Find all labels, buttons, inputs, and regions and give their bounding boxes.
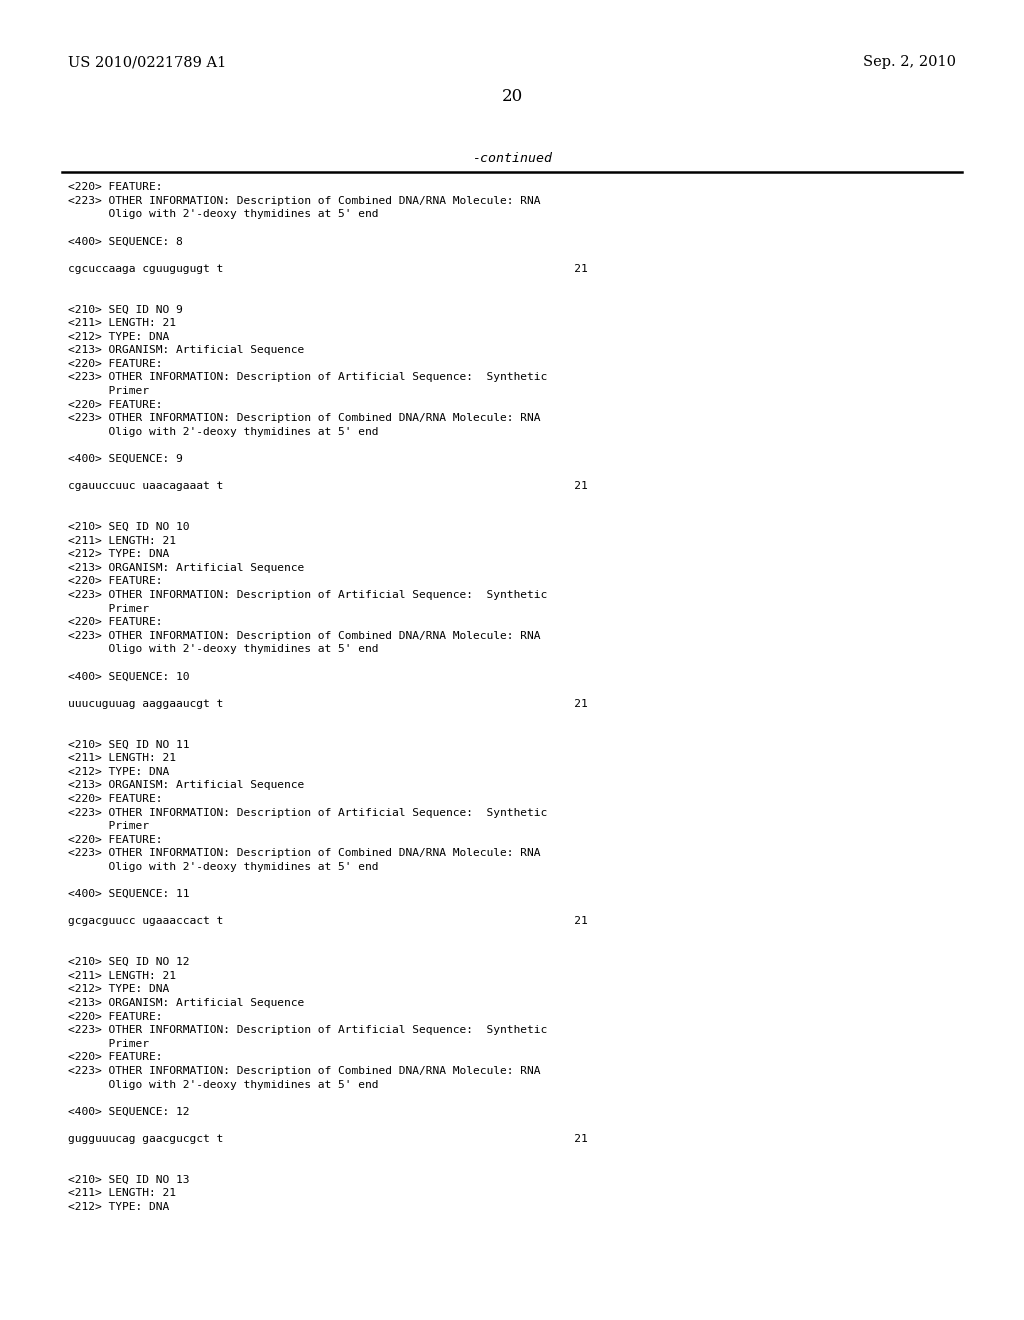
Text: <212> TYPE: DNA: <212> TYPE: DNA — [68, 985, 169, 994]
Text: <400> SEQUENCE: 11: <400> SEQUENCE: 11 — [68, 890, 189, 899]
Text: cgcuccaaga cguugugugt t                                                    21: cgcuccaaga cguugugugt t 21 — [68, 264, 588, 273]
Text: <211> LENGTH: 21: <211> LENGTH: 21 — [68, 536, 176, 545]
Text: <220> FEATURE:: <220> FEATURE: — [68, 795, 163, 804]
Text: <400> SEQUENCE: 10: <400> SEQUENCE: 10 — [68, 672, 189, 681]
Text: <223> OTHER INFORMATION: Description of Artificial Sequence:  Synthetic: <223> OTHER INFORMATION: Description of … — [68, 590, 547, 601]
Text: <220> FEATURE:: <220> FEATURE: — [68, 359, 163, 368]
Text: gcgacguucc ugaaaccact t                                                    21: gcgacguucc ugaaaccact t 21 — [68, 916, 588, 927]
Text: <211> LENGTH: 21: <211> LENGTH: 21 — [68, 1188, 176, 1199]
Text: Sep. 2, 2010: Sep. 2, 2010 — [863, 55, 956, 69]
Text: Primer: Primer — [68, 385, 150, 396]
Text: <210> SEQ ID NO 13: <210> SEQ ID NO 13 — [68, 1175, 189, 1185]
Text: <210> SEQ ID NO 9: <210> SEQ ID NO 9 — [68, 305, 182, 314]
Text: <220> FEATURE:: <220> FEATURE: — [68, 1052, 163, 1063]
Text: <220> FEATURE:: <220> FEATURE: — [68, 577, 163, 586]
Text: uuucuguuag aaggaaucgt t                                                    21: uuucuguuag aaggaaucgt t 21 — [68, 698, 588, 709]
Text: cgauuccuuc uaacagaaat t                                                    21: cgauuccuuc uaacagaaat t 21 — [68, 482, 588, 491]
Text: <212> TYPE: DNA: <212> TYPE: DNA — [68, 1203, 169, 1212]
Text: <223> OTHER INFORMATION: Description of Combined DNA/RNA Molecule: RNA: <223> OTHER INFORMATION: Description of … — [68, 413, 541, 424]
Text: <212> TYPE: DNA: <212> TYPE: DNA — [68, 331, 169, 342]
Text: -continued: -continued — [472, 152, 552, 165]
Text: <213> ORGANISM: Artificial Sequence: <213> ORGANISM: Artificial Sequence — [68, 780, 304, 791]
Text: US 2010/0221789 A1: US 2010/0221789 A1 — [68, 55, 226, 69]
Text: <223> OTHER INFORMATION: Description of Combined DNA/RNA Molecule: RNA: <223> OTHER INFORMATION: Description of … — [68, 1067, 541, 1076]
Text: <223> OTHER INFORMATION: Description of Artificial Sequence:  Synthetic: <223> OTHER INFORMATION: Description of … — [68, 1026, 547, 1035]
Text: <213> ORGANISM: Artificial Sequence: <213> ORGANISM: Artificial Sequence — [68, 346, 304, 355]
Text: <223> OTHER INFORMATION: Description of Combined DNA/RNA Molecule: RNA: <223> OTHER INFORMATION: Description of … — [68, 849, 541, 858]
Text: <223> OTHER INFORMATION: Description of Combined DNA/RNA Molecule: RNA: <223> OTHER INFORMATION: Description of … — [68, 195, 541, 206]
Text: <213> ORGANISM: Artificial Sequence: <213> ORGANISM: Artificial Sequence — [68, 562, 304, 573]
Text: <210> SEQ ID NO 12: <210> SEQ ID NO 12 — [68, 957, 189, 968]
Text: <211> LENGTH: 21: <211> LENGTH: 21 — [68, 318, 176, 327]
Text: <210> SEQ ID NO 11: <210> SEQ ID NO 11 — [68, 739, 189, 750]
Text: Oligo with 2'-deoxy thymidines at 5' end: Oligo with 2'-deoxy thymidines at 5' end — [68, 426, 379, 437]
Text: 20: 20 — [502, 88, 522, 106]
Text: <220> FEATURE:: <220> FEATURE: — [68, 1011, 163, 1022]
Text: <400> SEQUENCE: 12: <400> SEQUENCE: 12 — [68, 1106, 189, 1117]
Text: <223> OTHER INFORMATION: Description of Artificial Sequence:  Synthetic: <223> OTHER INFORMATION: Description of … — [68, 372, 547, 383]
Text: <211> LENGTH: 21: <211> LENGTH: 21 — [68, 970, 176, 981]
Text: Primer: Primer — [68, 603, 150, 614]
Text: <400> SEQUENCE: 9: <400> SEQUENCE: 9 — [68, 454, 182, 465]
Text: <211> LENGTH: 21: <211> LENGTH: 21 — [68, 754, 176, 763]
Text: gugguuucag gaacgucgct t                                                    21: gugguuucag gaacgucgct t 21 — [68, 1134, 588, 1144]
Text: Oligo with 2'-deoxy thymidines at 5' end: Oligo with 2'-deoxy thymidines at 5' end — [68, 862, 379, 873]
Text: <212> TYPE: DNA: <212> TYPE: DNA — [68, 767, 169, 776]
Text: <210> SEQ ID NO 10: <210> SEQ ID NO 10 — [68, 521, 189, 532]
Text: <220> FEATURE:: <220> FEATURE: — [68, 182, 163, 191]
Text: Oligo with 2'-deoxy thymidines at 5' end: Oligo with 2'-deoxy thymidines at 5' end — [68, 1080, 379, 1089]
Text: <223> OTHER INFORMATION: Description of Combined DNA/RNA Molecule: RNA: <223> OTHER INFORMATION: Description of … — [68, 631, 541, 640]
Text: <213> ORGANISM: Artificial Sequence: <213> ORGANISM: Artificial Sequence — [68, 998, 304, 1008]
Text: <220> FEATURE:: <220> FEATURE: — [68, 400, 163, 409]
Text: Primer: Primer — [68, 821, 150, 832]
Text: Primer: Primer — [68, 1039, 150, 1049]
Text: <212> TYPE: DNA: <212> TYPE: DNA — [68, 549, 169, 560]
Text: <220> FEATURE:: <220> FEATURE: — [68, 834, 163, 845]
Text: Oligo with 2'-deoxy thymidines at 5' end: Oligo with 2'-deoxy thymidines at 5' end — [68, 644, 379, 655]
Text: Oligo with 2'-deoxy thymidines at 5' end: Oligo with 2'-deoxy thymidines at 5' end — [68, 209, 379, 219]
Text: <400> SEQUENCE: 8: <400> SEQUENCE: 8 — [68, 236, 182, 247]
Text: <220> FEATURE:: <220> FEATURE: — [68, 618, 163, 627]
Text: <223> OTHER INFORMATION: Description of Artificial Sequence:  Synthetic: <223> OTHER INFORMATION: Description of … — [68, 808, 547, 817]
